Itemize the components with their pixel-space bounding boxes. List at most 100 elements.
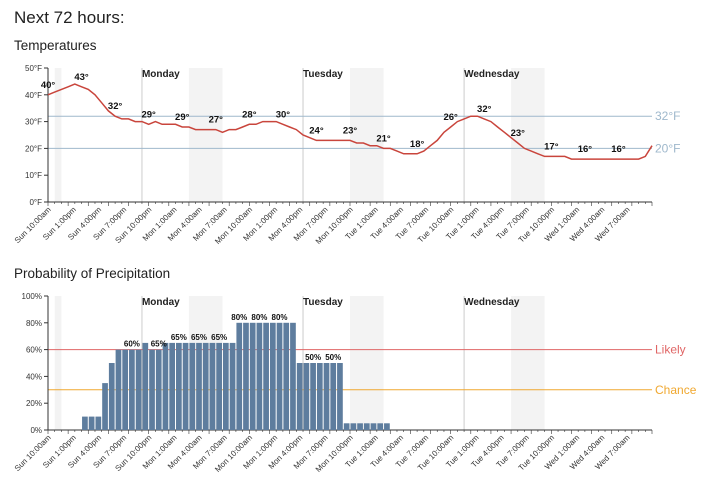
y-tick-label: 10°F	[25, 171, 42, 180]
precipitation-chart: Monday Tuesday Wednesday Likely Chance 0% 20% 4…	[13, 292, 697, 474]
precipitation-bar	[189, 342, 196, 430]
reference-label: Chance	[655, 383, 697, 397]
precipitation-bar	[343, 423, 350, 430]
temperature-label: 30°	[276, 109, 291, 120]
precipitation-bar	[283, 322, 290, 430]
temperature-label: 17°	[544, 141, 559, 152]
precipitation-bar	[310, 363, 316, 430]
night-band	[511, 68, 545, 202]
precipitation-bar	[115, 349, 122, 430]
temperature-label: 27°	[209, 115, 224, 126]
temperature-label: 26°	[443, 112, 458, 123]
y-tick-label: 20°F	[25, 144, 42, 153]
temperature-label: 21°	[376, 133, 391, 144]
temperature-label: 18°	[410, 139, 425, 150]
y-tick-label: 30°F	[25, 118, 42, 127]
precipitation-bar	[290, 322, 296, 430]
temperature-label: 28°	[242, 109, 257, 120]
night-band	[350, 68, 384, 202]
precipitation-bar	[155, 349, 162, 430]
precipitation-label: 80%	[231, 313, 247, 322]
precipitation-bar	[357, 423, 363, 430]
precipitation-label: 60%	[124, 340, 140, 349]
precipitation-bar	[149, 349, 155, 430]
y-tick-label: 100%	[22, 292, 42, 301]
temperature-label: 23°	[343, 125, 358, 136]
temperature-label: 29°	[175, 112, 190, 123]
temperature-label: 29°	[141, 109, 156, 120]
precipitation-label: 65%	[151, 340, 167, 349]
precipitation-bar	[330, 363, 337, 430]
page-heading: Next 72 hours:	[14, 8, 125, 27]
precipitation-bar	[256, 322, 263, 430]
precipitation-bar	[162, 342, 169, 430]
temperature-line	[47, 83, 653, 160]
precipitation-bar	[249, 322, 256, 430]
night-band	[188, 68, 223, 202]
precipitation-bar	[202, 342, 209, 430]
precipitation-bar	[323, 363, 330, 430]
y-tick-label: 0°F	[29, 198, 42, 207]
temperature-label: 24°	[309, 125, 324, 136]
precipitation-bar	[88, 416, 95, 430]
precipitation-bar	[209, 342, 216, 430]
day-label: Monday	[142, 297, 180, 308]
temperature-label: 40°	[41, 80, 56, 91]
temperature-chart: Monday Tuesday Wednesday 32°F 20°F 0°F 10°F 20°…	[13, 64, 681, 246]
y-tick-label: 60%	[26, 346, 42, 355]
day-label: Tuesday	[303, 69, 343, 80]
precipitation-bar	[176, 342, 182, 430]
precipitation-bar	[243, 322, 249, 430]
night-band	[54, 68, 62, 202]
precipitation-label: 50%	[325, 353, 341, 362]
temperature-label: 16°	[578, 144, 593, 155]
temperature-label: 43°	[74, 72, 89, 83]
precipitation-label: 80%	[272, 313, 288, 322]
day-label: Wednesday	[464, 297, 520, 308]
day-label: Wednesday	[464, 69, 520, 80]
precipitation-label: 65%	[171, 333, 187, 342]
precipitation-label: 80%	[251, 313, 267, 322]
precipitation-bar	[350, 423, 357, 430]
day-label: Monday	[142, 69, 180, 80]
temperature-label: 16°	[611, 144, 626, 155]
night-band	[511, 296, 545, 430]
precipitation-bar	[316, 363, 323, 430]
precipitation-bar	[296, 363, 303, 430]
precipitation-bar	[129, 349, 135, 430]
precipitation-bar	[370, 423, 377, 430]
precipitation-bar	[95, 416, 102, 430]
precipitation-label: 65%	[191, 333, 207, 342]
precipitation-bar	[216, 342, 222, 430]
day-label: Tuesday	[303, 297, 343, 308]
precipitation-bar	[384, 423, 390, 430]
precipitation-bar	[263, 322, 269, 430]
night-band	[54, 296, 62, 430]
precipitation-bar	[222, 342, 229, 430]
precipitation-label: 65%	[211, 333, 227, 342]
y-tick-label: 50°F	[25, 64, 42, 73]
precipitation-bar	[229, 342, 236, 430]
y-tick-label: 0%	[30, 426, 42, 435]
night-band	[350, 296, 384, 430]
precipitation-bar	[82, 416, 88, 430]
precipitation-label: 50%	[305, 353, 321, 362]
precipitation-bar	[142, 342, 149, 430]
precipitation-bar	[182, 342, 189, 430]
y-tick-label: 40°F	[25, 91, 42, 100]
precipitation-chart-title: Probability of Precipitation	[14, 266, 171, 281]
y-tick-label: 20%	[26, 399, 42, 408]
temperature-label: 32°	[108, 101, 123, 112]
precipitation-bar	[122, 349, 129, 430]
reference-label: 32°F	[655, 109, 680, 123]
reference-label: Likely	[655, 343, 686, 357]
precipitation-bar	[135, 349, 142, 430]
precipitation-bar	[377, 423, 384, 430]
y-tick-label: 40%	[26, 372, 42, 381]
precipitation-bar	[269, 322, 276, 430]
precipitation-bar	[102, 383, 108, 430]
precipitation-bar	[196, 342, 202, 430]
temperature-label: 32°	[477, 104, 492, 115]
y-tick-label: 80%	[26, 319, 42, 328]
precipitation-bar	[337, 363, 343, 430]
